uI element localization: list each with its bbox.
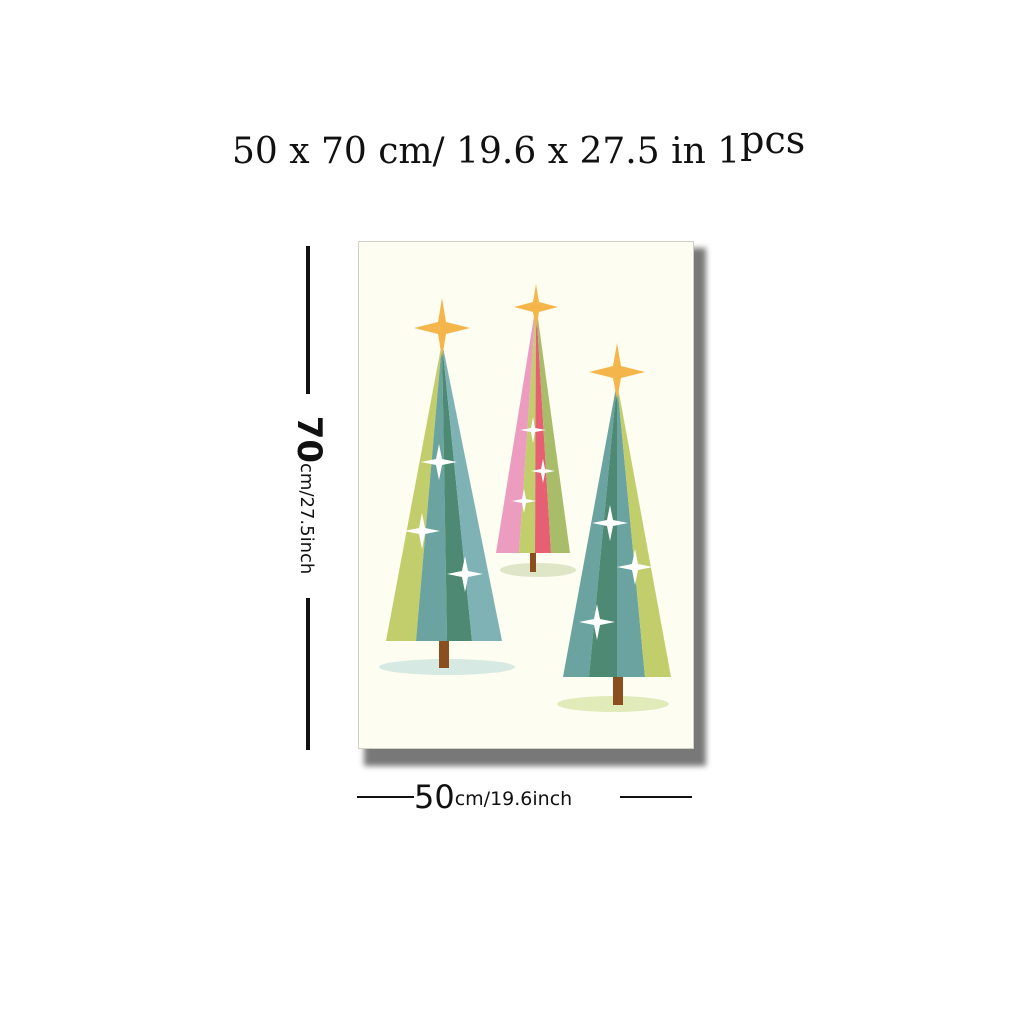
quantity-unit: pcs	[740, 118, 806, 162]
height-line-top	[306, 246, 310, 394]
height-line-bottom	[306, 598, 310, 750]
tree-shadow-middle	[500, 563, 576, 577]
size-text: 50 x 70 cm/ 19.6 x 27.5 in	[232, 131, 706, 172]
width-line-left	[357, 796, 414, 798]
width-dimension-label: 50cm/19.6inch	[414, 778, 572, 816]
christmas-tree-icon	[386, 342, 502, 668]
star-icon	[414, 284, 645, 400]
christmas-tree-icon	[563, 382, 671, 705]
christmas-trees-illustration	[379, 284, 671, 712]
sparkle-icon	[404, 417, 653, 640]
christmas-tree-icon	[496, 304, 570, 572]
height-dimension-label: 70cm/27.5inch	[279, 390, 339, 600]
height-unit: cm/27.5inch	[296, 463, 317, 575]
size-headline: 50 x 70 cm/ 19.6 x 27.5 in 1pcs	[232, 118, 805, 172]
poster-canvas	[358, 241, 694, 749]
quantity-text: 1	[717, 131, 741, 172]
width-line-right	[620, 796, 692, 798]
width-unit: cm/19.6inch	[454, 788, 573, 810]
height-value: 70	[289, 415, 329, 464]
width-value: 50	[414, 778, 455, 816]
